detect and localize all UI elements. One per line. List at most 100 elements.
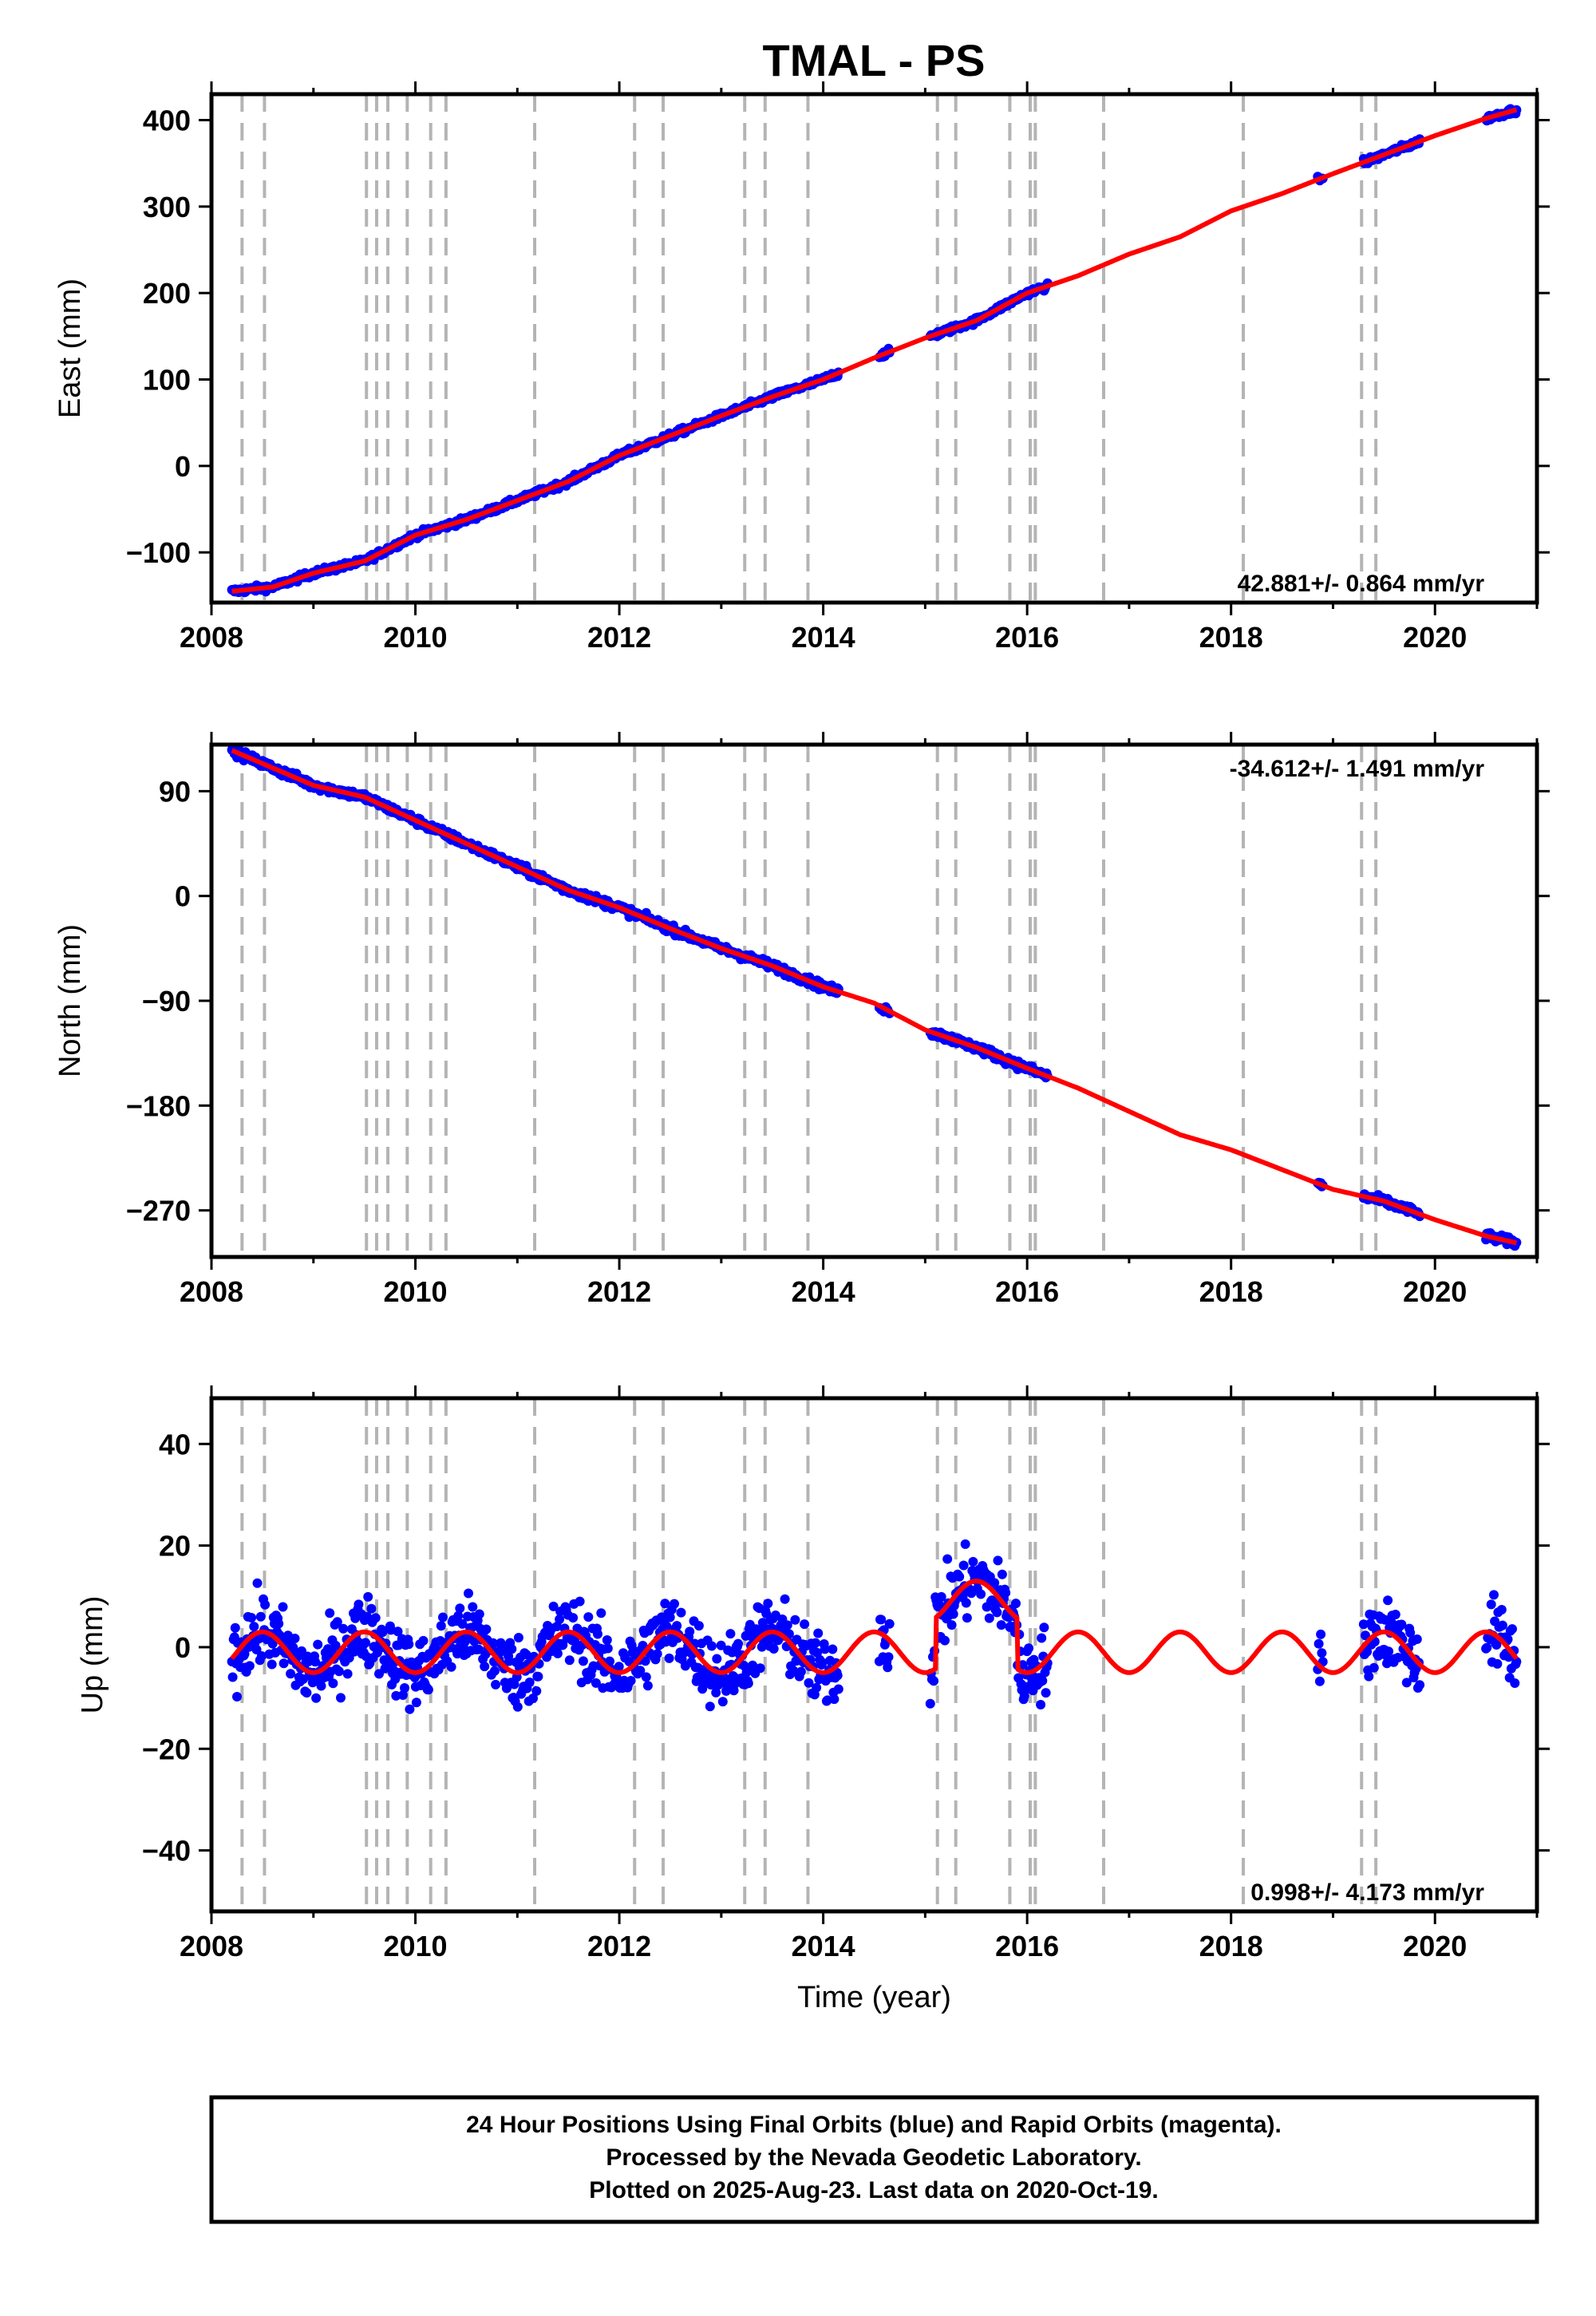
data-point	[626, 1676, 636, 1686]
data-points	[227, 1539, 1522, 1714]
plot-frame	[209, 92, 1539, 605]
data-point	[1507, 1624, 1517, 1634]
data-point	[330, 1640, 341, 1650]
model-curve	[231, 107, 1518, 594]
data-point	[298, 1674, 309, 1684]
data-point	[473, 1644, 484, 1654]
data-point	[1412, 1634, 1422, 1644]
x-tick-label: 2018	[1199, 1275, 1263, 1308]
data-point	[716, 1640, 726, 1650]
data-point	[788, 1666, 799, 1676]
data-point	[524, 1678, 535, 1687]
data-point	[712, 1654, 722, 1664]
data-point	[533, 1671, 543, 1682]
footer-line-2: Processed by the Nevada Geodetic Laborat…	[606, 2144, 1141, 2171]
data-point	[423, 1685, 433, 1695]
data-point	[455, 1603, 465, 1614]
data-point	[996, 1620, 1006, 1630]
data-point	[230, 1622, 240, 1633]
data-point	[1384, 1646, 1394, 1657]
rate-label: 0.998+/- 4.173 mm/yr	[1250, 1879, 1484, 1906]
data-point	[1492, 1658, 1503, 1669]
x-tick-label: 2014	[792, 1275, 855, 1308]
data-point	[811, 1638, 820, 1648]
footer-box	[209, 2095, 1539, 2224]
data-point	[491, 1679, 501, 1690]
data-point	[1390, 1610, 1400, 1619]
data-point	[960, 1539, 970, 1549]
data-point	[507, 1644, 517, 1654]
data-point	[244, 1661, 255, 1671]
rate-label: -34.612+/- 1.491 mm/yr	[1230, 756, 1485, 782]
data-point	[453, 1611, 464, 1621]
x-tick-label: 2016	[995, 621, 1059, 654]
data-point	[336, 1693, 346, 1703]
data-point	[256, 1651, 267, 1661]
data-point	[1039, 1622, 1049, 1633]
data-point	[411, 1697, 421, 1708]
data-point	[828, 1644, 838, 1654]
data-point	[397, 1690, 408, 1700]
data-point	[1362, 1646, 1373, 1657]
data-point	[1415, 1680, 1425, 1690]
data-point	[833, 1684, 843, 1694]
data-point	[568, 1613, 579, 1623]
data-point	[829, 1694, 839, 1705]
data-point	[1482, 1642, 1492, 1653]
data-point	[1510, 1678, 1520, 1688]
data-point	[968, 1556, 978, 1567]
data-point	[481, 1624, 492, 1634]
data-point	[946, 1620, 957, 1630]
y-tick-label: −90	[142, 985, 191, 1018]
data-point	[990, 1578, 1000, 1588]
data-point	[676, 1607, 686, 1618]
data-point	[1316, 1629, 1326, 1639]
data-point	[548, 1601, 559, 1611]
data-point	[962, 1613, 972, 1623]
model-curve	[230, 1579, 1519, 1675]
data-point	[521, 1650, 531, 1660]
data-point	[614, 1662, 624, 1672]
data-point	[311, 1693, 322, 1703]
data-point	[817, 1658, 828, 1668]
data-point	[509, 1679, 519, 1690]
x-tick-label: 2008	[180, 621, 243, 654]
y-tick-label: −20	[142, 1733, 191, 1765]
y-tick-label: 20	[159, 1530, 191, 1563]
data-point	[1024, 1643, 1034, 1654]
data-point	[310, 1657, 320, 1667]
y-tick-label: 0	[175, 1631, 191, 1664]
data-point	[711, 1687, 721, 1697]
data-point	[255, 1611, 266, 1622]
data-points	[227, 743, 1522, 1251]
data-point	[338, 1623, 349, 1634]
data-point	[763, 1599, 773, 1609]
data-point	[575, 1596, 585, 1607]
x-tick-label: 2020	[1403, 1275, 1467, 1308]
x-tick-label: 2012	[587, 621, 651, 654]
data-point	[743, 1678, 753, 1689]
data-point	[377, 1627, 388, 1638]
data-point	[1317, 1648, 1327, 1658]
data-point	[247, 1613, 257, 1622]
x-tick-label: 2016	[995, 1930, 1059, 1962]
data-point	[286, 1669, 296, 1679]
data-point	[564, 1655, 575, 1666]
data-point	[251, 1645, 262, 1654]
data-point	[370, 1613, 381, 1623]
data-point	[252, 1578, 263, 1588]
data-point	[1037, 1676, 1048, 1686]
data-point	[800, 1619, 810, 1630]
data-point	[366, 1603, 377, 1614]
data-point	[780, 1594, 790, 1604]
data-point	[313, 1639, 323, 1650]
x-tick-label: 2010	[383, 1275, 447, 1308]
data-point	[591, 1678, 601, 1688]
data-point	[316, 1681, 326, 1691]
data-point	[290, 1634, 300, 1643]
data-point	[812, 1682, 822, 1693]
data-point	[1041, 1688, 1051, 1698]
data-point	[804, 1678, 814, 1688]
x-tick-label: 2020	[1403, 1930, 1467, 1962]
data-point	[665, 1612, 675, 1622]
